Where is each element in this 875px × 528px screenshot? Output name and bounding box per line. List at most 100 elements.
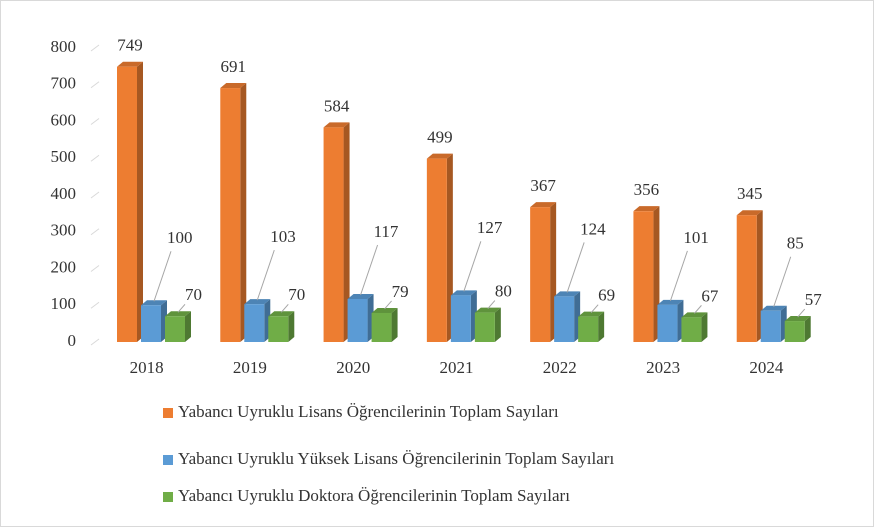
bar-side	[137, 61, 143, 343]
bar	[657, 304, 678, 342]
data-label: 124	[580, 219, 606, 238]
x-tick-label: 2024	[749, 358, 784, 377]
bar-side	[494, 307, 501, 342]
bar	[760, 310, 781, 342]
bar-top	[554, 291, 581, 297]
bar-top	[268, 311, 295, 317]
y-tick	[90, 301, 100, 309]
x-tick-label: 2019	[233, 358, 267, 377]
bar	[450, 295, 471, 342]
bar	[736, 215, 757, 342]
y-tick-label: 700	[51, 74, 77, 93]
y-tick-label: 800	[51, 37, 77, 56]
data-label: 70	[185, 285, 202, 304]
legend-label: Yabancı Uyruklu Yüksek Lisans Öğrenciler…	[178, 449, 614, 468]
y-tick-label: 500	[51, 147, 77, 166]
leader-line	[463, 241, 482, 292]
y-tick-label: 0	[68, 331, 77, 350]
leader-line	[177, 303, 186, 313]
bar-top	[323, 122, 350, 128]
bar-top	[117, 61, 143, 67]
leader-line	[280, 303, 289, 313]
leader-line	[590, 304, 599, 313]
bar-side	[598, 311, 605, 342]
bar-top	[736, 210, 763, 216]
bar-top	[474, 307, 501, 313]
bar-side	[391, 307, 398, 342]
y-tick	[90, 154, 100, 162]
leader-line	[566, 242, 585, 293]
leader-line	[773, 256, 792, 307]
y-tick-label: 100	[51, 294, 77, 313]
bar-top	[426, 153, 453, 159]
data-label: 117	[374, 222, 399, 241]
x-tick-label: 2020	[336, 358, 370, 377]
x-tick-label: 2022	[543, 358, 577, 377]
bar-top	[347, 294, 374, 300]
bar-top	[657, 299, 684, 305]
y-tick	[90, 44, 100, 52]
data-label: 67	[701, 286, 719, 305]
bar	[117, 66, 137, 343]
y-tick	[90, 81, 100, 89]
bar	[165, 316, 185, 342]
bar-side	[446, 153, 453, 342]
data-label: 70	[288, 285, 305, 304]
y-tick-label: 400	[51, 184, 77, 203]
y-tick	[90, 191, 100, 199]
x-tick-label: 2021	[440, 358, 474, 377]
bar	[268, 316, 289, 342]
y-tick	[90, 228, 100, 236]
legend-swatch	[163, 408, 173, 418]
bar-top	[220, 83, 247, 89]
data-label: 79	[392, 282, 409, 301]
data-label: 367	[530, 176, 556, 195]
leader-line	[153, 251, 172, 302]
leader-line	[384, 300, 392, 310]
bar-top	[633, 206, 660, 212]
data-label: 584	[324, 96, 350, 115]
x-tick-label: 2023	[646, 358, 680, 377]
leader-line	[797, 308, 806, 318]
bar	[530, 207, 551, 342]
bar	[554, 296, 575, 342]
data-label: 127	[477, 218, 503, 237]
bar-top	[578, 311, 605, 317]
data-label: 100	[167, 228, 193, 247]
bar-side	[701, 312, 708, 342]
bar	[784, 321, 805, 342]
bar-side	[240, 83, 247, 343]
bar	[244, 304, 265, 342]
bar-side	[343, 122, 350, 342]
legend-label: Yabancı Uyruklu Doktora Öğrencilerinin T…	[178, 486, 570, 505]
bar	[347, 299, 368, 342]
leader-line	[360, 244, 379, 296]
data-label: 85	[787, 234, 804, 253]
bar-top	[244, 299, 271, 305]
data-label: 80	[495, 282, 512, 301]
data-label: 69	[598, 286, 615, 305]
bar-top	[141, 300, 167, 306]
data-label: 691	[221, 57, 247, 76]
data-label: 103	[270, 227, 296, 246]
bar-side	[185, 311, 191, 342]
data-label: 749	[117, 36, 143, 55]
bar	[141, 305, 161, 342]
bar	[323, 127, 344, 342]
leader-line	[487, 300, 496, 309]
bar-side	[756, 210, 763, 342]
bar-top	[530, 202, 557, 208]
leader-line	[694, 305, 702, 314]
data-label: 101	[683, 228, 709, 247]
bar	[681, 317, 702, 342]
bar	[426, 158, 447, 342]
bar-top	[165, 311, 191, 317]
bar	[578, 316, 599, 342]
x-tick-label: 2018	[130, 358, 164, 377]
bar-top	[371, 307, 398, 313]
bar-side	[804, 316, 811, 342]
data-label: 499	[427, 128, 453, 147]
bar	[220, 88, 241, 343]
